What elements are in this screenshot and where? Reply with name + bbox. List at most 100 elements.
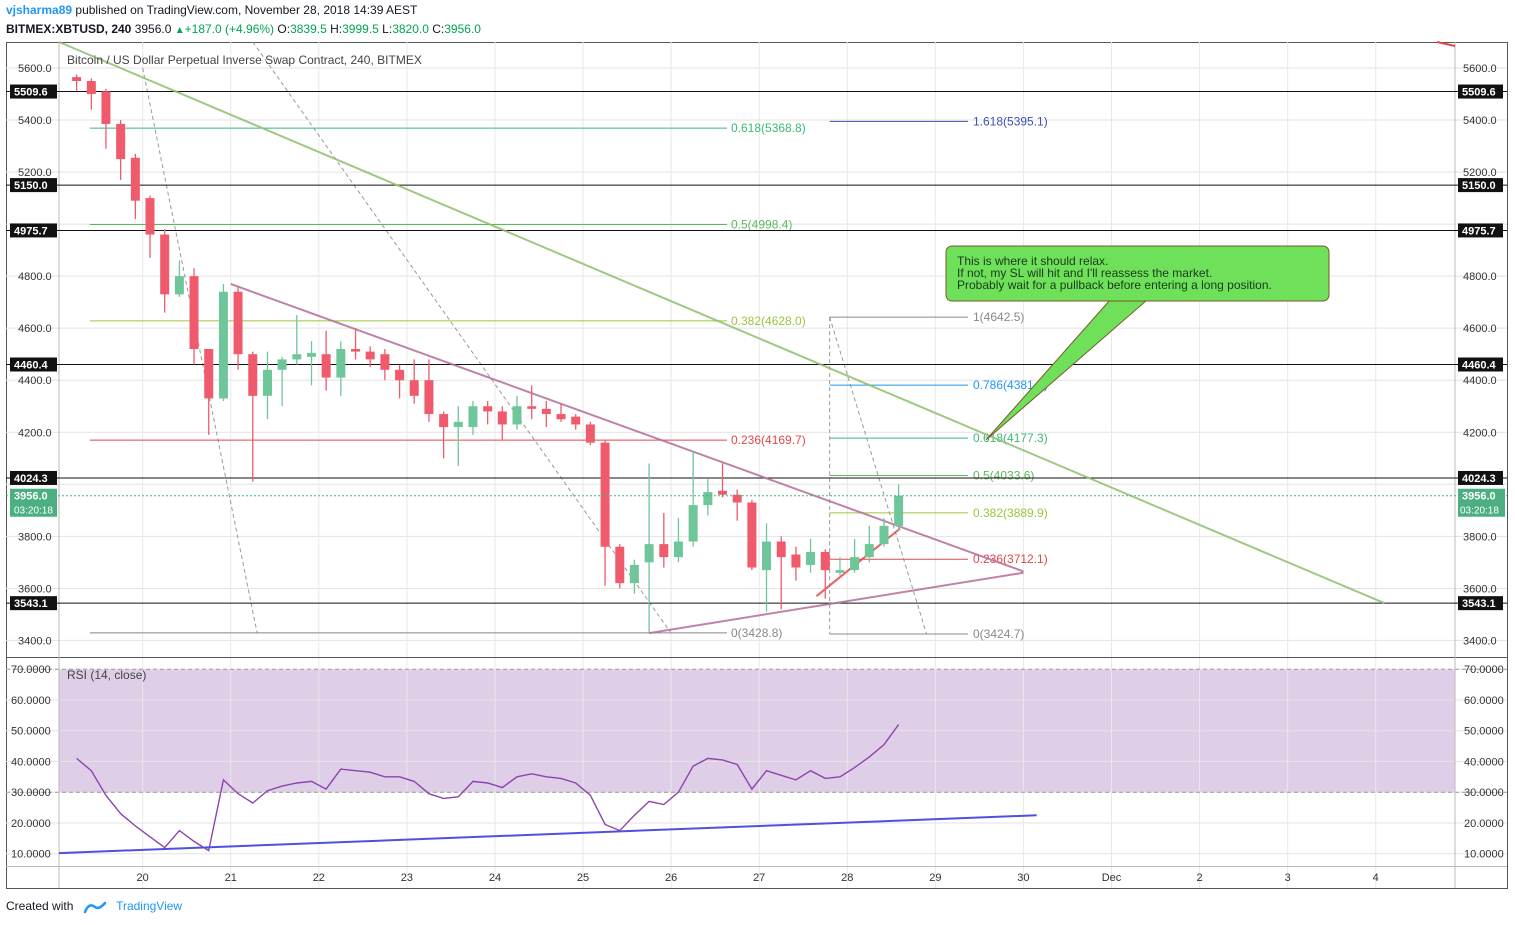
candle-body [541, 408, 551, 415]
created-with-text: Created with [6, 899, 74, 913]
sr-level-tag-left [10, 178, 57, 193]
rsi-tick-label-left: 60.0000 [11, 695, 51, 707]
fib-level-label: 0.618(5368.8) [731, 121, 806, 135]
x-tick-label: 29 [929, 872, 941, 884]
fib-ext-label: 0(3424.7) [973, 627, 1024, 641]
countdown-label-left: 03:20:18 [14, 506, 53, 517]
x-tick-label: 27 [753, 872, 765, 884]
y-tick-label-right: 5200.0 [1463, 167, 1497, 179]
candle-body [468, 406, 478, 428]
candle-body [160, 234, 170, 295]
candle-body [439, 414, 449, 428]
last-price: 3956.0 [134, 22, 172, 36]
candle-body [204, 349, 214, 399]
candle-body [189, 276, 199, 349]
dashed-guide-line [829, 316, 928, 635]
dashed-guide-line [142, 67, 258, 634]
candle-body [673, 541, 683, 558]
candle-body [717, 490, 727, 495]
change-value: +187.0 (+4.96%) [184, 22, 275, 36]
candle-body [307, 352, 317, 357]
trendline-stub [1436, 41, 1456, 47]
ohlc-bar: BITMEX:XBTUSD, 240 3956.0 ▲+187.0 (+4.96… [6, 22, 481, 36]
candle-body [336, 349, 346, 378]
last-price-tag-right [1458, 488, 1505, 517]
rsi-tick-label-left: 70.0000 [11, 664, 51, 676]
fib-ext-label: 0.5(4033.6) [973, 469, 1034, 483]
high-label: H: [330, 22, 343, 36]
y-tick-label-left: 5600.0 [18, 63, 52, 75]
candle-body [703, 492, 713, 506]
x-tick-label: 28 [841, 872, 853, 884]
tradingview-link[interactable]: TradingView [116, 899, 183, 913]
trendline [58, 41, 1385, 605]
x-tick-label: 21 [225, 872, 237, 884]
candle-body [365, 351, 375, 360]
callout-box [945, 245, 1330, 302]
candle-body [292, 354, 302, 360]
fib-ext-label: 0.236(3712.1) [973, 552, 1048, 566]
close-value: 3956.0 [444, 22, 481, 36]
rsi-tick-label-right: 50.0000 [1464, 726, 1504, 738]
sr-level-tag-right [1458, 84, 1503, 99]
last-price-tag-left [10, 488, 57, 517]
candle-body [571, 416, 581, 425]
candle-body [688, 505, 698, 542]
candle-body [732, 494, 742, 503]
rsi-tick-label-right: 10.0000 [1464, 849, 1504, 861]
candle-body [395, 369, 405, 381]
sr-level-label-left: 4975.7 [14, 225, 48, 237]
sr-level-label-right: 3543.1 [1462, 598, 1496, 610]
candle-body [747, 502, 757, 568]
candle-body [233, 291, 243, 355]
x-tick-label: 2 [1197, 872, 1203, 884]
y-tick-label-left: 4800.0 [18, 271, 52, 283]
fib-level-label: 0.5(4998.4) [731, 218, 792, 232]
y-tick-label-left: 4200.0 [18, 427, 52, 439]
candle-body [791, 554, 801, 568]
candle-body [409, 380, 419, 396]
candle-body [130, 157, 140, 201]
x-tick-label: 20 [137, 872, 149, 884]
chart-title: Bitcoin / US Dollar Perpetual Inverse Sw… [67, 53, 422, 67]
sr-level-label-left: 5150.0 [14, 180, 48, 192]
candle-body [116, 123, 126, 160]
fib-level-label: 0.382(4628.0) [731, 314, 806, 328]
y-tick-label-left: 3800.0 [18, 531, 52, 543]
candle-body [72, 77, 82, 82]
rsi-trendline [58, 814, 1037, 855]
last-price-label-right: 3956.0 [1462, 491, 1496, 503]
rsi-series-line [76, 724, 900, 852]
rsi-tick-label-left: 10.0000 [11, 849, 51, 861]
sr-level-tag-left [10, 84, 57, 99]
candle-body [894, 495, 904, 526]
rsi-tick-label-right: 40.0000 [1464, 756, 1504, 768]
candle-body [820, 551, 830, 571]
candle-body [776, 541, 786, 558]
candle-body [879, 525, 889, 545]
open-value: 3839.5 [290, 22, 327, 36]
candle-body [585, 424, 595, 443]
candle-body [806, 551, 816, 565]
high-value: 3999.5 [342, 22, 379, 36]
x-tick-label: 3 [1285, 872, 1291, 884]
sr-level-label-right: 4975.7 [1462, 225, 1496, 237]
y-tick-label-right: 3600.0 [1463, 583, 1497, 595]
sr-level-tag-right [1458, 357, 1503, 372]
candle-body [615, 546, 625, 584]
publish-info: vjsharma89 published on TradingView.com,… [6, 3, 417, 17]
candle-body [248, 354, 258, 396]
fib-level-label: 0.236(4169.7) [731, 433, 806, 447]
callout-text-line: Probably wait for a pullback before ente… [957, 278, 1272, 292]
x-tick-label: 23 [401, 872, 413, 884]
countdown-label-right: 03:20:18 [1460, 506, 1499, 517]
rsi-tick-label-left: 20.0000 [11, 818, 51, 830]
candle-body [277, 359, 287, 370]
y-tick-label-right: 4800.0 [1463, 271, 1497, 283]
sr-level-tag-right [1458, 223, 1503, 238]
author-link[interactable]: vjsharma89 [6, 3, 73, 17]
candle-body [145, 198, 155, 235]
candle-body [600, 442, 610, 547]
candle-body [321, 354, 331, 378]
